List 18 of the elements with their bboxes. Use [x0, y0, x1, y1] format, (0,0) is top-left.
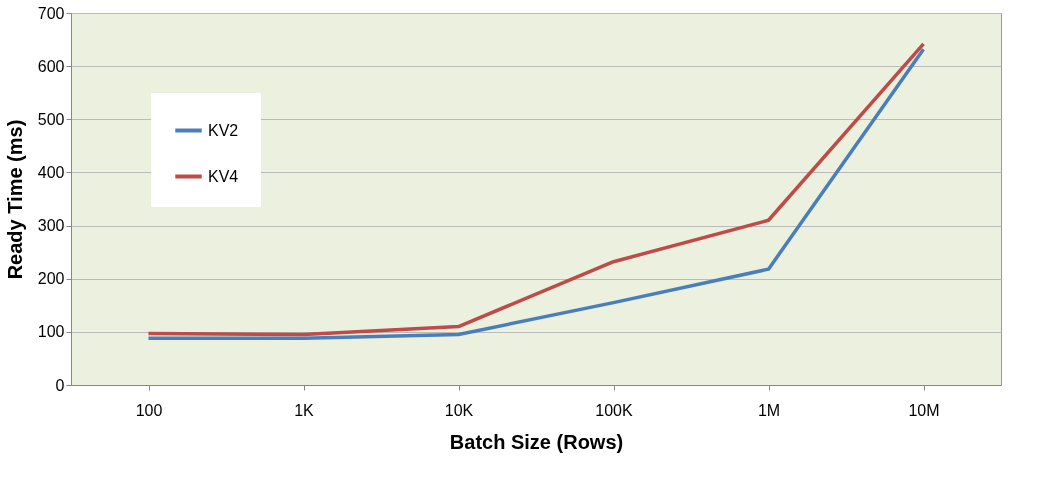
x-tick-label: 1K — [294, 401, 315, 419]
y-axis-title: Ready Time (ms) — [3, 119, 26, 280]
x-tick-label: 100 — [135, 401, 163, 419]
y-tick-label: 500 — [37, 110, 65, 128]
y-tick-label: 100 — [37, 323, 65, 341]
x-tick-label: 10M — [908, 401, 940, 419]
y-tick-label: 600 — [37, 57, 65, 75]
y-tick-label: 0 — [55, 376, 65, 394]
x-tick-label: 10K — [444, 401, 474, 419]
y-tick-label: 700 — [37, 4, 65, 22]
legend-label: KV4 — [208, 167, 239, 185]
y-tick-label: 200 — [37, 270, 65, 288]
legend-label: KV2 — [208, 121, 239, 139]
x-tick-label: 100K — [595, 401, 634, 419]
y-tick-label: 300 — [37, 217, 65, 235]
y-tick-label: 400 — [37, 163, 65, 181]
x-tick-label: 1M — [757, 401, 781, 419]
x-axis-title: Batch Size (Rows) — [449, 430, 624, 453]
